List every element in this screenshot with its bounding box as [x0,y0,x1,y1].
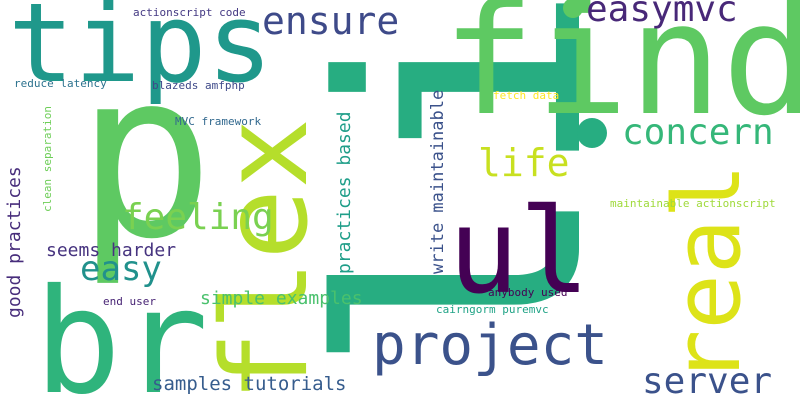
word-cairngorm-puremvc: cairngorm puremvc [436,303,549,316]
word-practices-based: practices based [334,111,355,274]
word-flex: flex [196,117,334,400]
word-life: life [478,141,570,185]
word-good-practices: good practices [4,166,25,318]
word-samples-tutorials: samples tutorials [152,373,347,395]
word-maintainable-actionscript: maintainable actionscript [610,197,776,210]
word-reduce-latency: reduce latency [14,77,107,90]
word-find: find [442,0,800,150]
word-project: project [372,313,609,378]
word-ul: ul [448,182,591,320]
word-fetch-data: fetch data [493,89,560,102]
word-actionscript-code: actionscript code [133,6,246,19]
word-anybody-used: anybody used [488,286,568,299]
word-clean-separation: clean separation [41,106,54,212]
dot-decoration [563,0,583,18]
word-br: br [34,258,209,400]
word-feeling: feeling [122,197,274,238]
word-write-maintainable: write maintainable [428,89,448,274]
word-concern: concern [622,112,774,153]
word-easymvc: easymvc [586,0,738,30]
word-ensure: ensure [262,0,400,43]
word-simple-examples: simple examples [200,288,363,309]
word-end-user: end user [103,295,156,308]
word-p: p [76,23,215,290]
word-tips: tips [8,0,273,107]
word-blazeds-amfphp: blazeds amfphp [152,79,245,92]
word-seems-harder: seems harder [46,240,177,261]
word-server: server [642,361,773,400]
dot-decoration [577,118,607,148]
word-easy: easy [80,249,162,289]
word-mvc-framework: MVC framework [175,115,262,128]
